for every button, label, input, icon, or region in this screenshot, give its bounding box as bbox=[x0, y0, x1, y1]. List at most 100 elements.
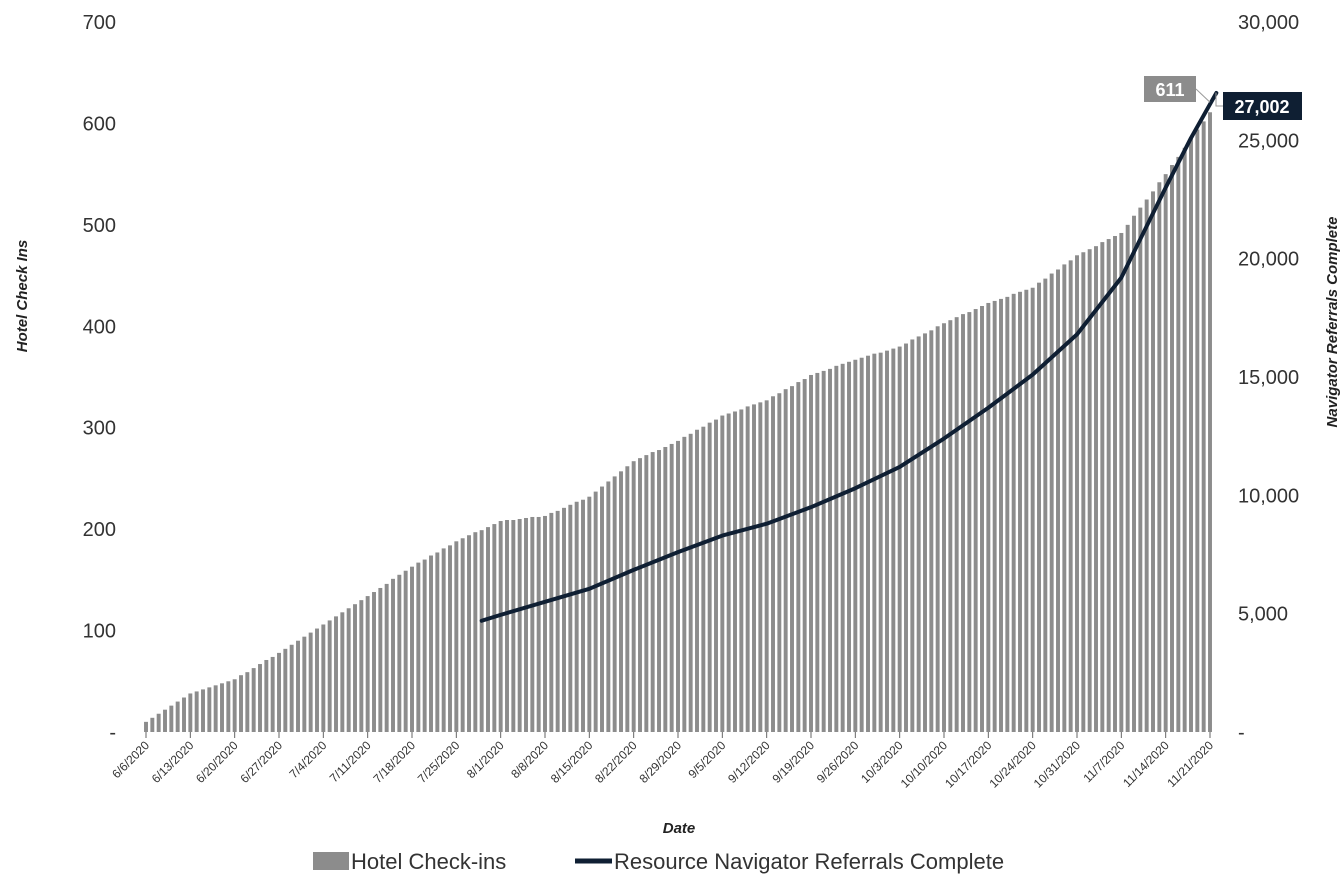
referrals-point bbox=[588, 588, 590, 590]
bar-check-ins bbox=[403, 570, 408, 732]
bar-check-ins bbox=[574, 501, 579, 732]
bar-check-ins bbox=[992, 300, 997, 732]
bar-check-ins bbox=[821, 370, 826, 732]
referrals-point bbox=[1190, 137, 1192, 139]
bar-check-ins bbox=[593, 491, 598, 732]
bar-check-ins bbox=[340, 612, 345, 732]
bar-check-ins bbox=[650, 452, 655, 732]
left-y-tick-label: 200 bbox=[83, 519, 116, 541]
bar-check-ins bbox=[796, 382, 801, 732]
x-tick-label: 8/15/2020 bbox=[548, 738, 596, 786]
bar-check-ins bbox=[144, 721, 148, 732]
x-tick-label: 9/12/2020 bbox=[725, 738, 773, 786]
bar-check-ins bbox=[201, 689, 205, 732]
bar-check-ins bbox=[213, 685, 218, 732]
right-y-tick-label: 15,000 bbox=[1238, 367, 1299, 389]
bar-check-ins bbox=[486, 527, 490, 732]
bar-check-ins bbox=[1182, 147, 1187, 732]
bar-check-ins bbox=[726, 413, 731, 732]
bar-check-ins bbox=[1037, 282, 1041, 732]
bar-check-ins bbox=[1201, 121, 1206, 732]
bar-check-ins bbox=[1049, 273, 1054, 732]
legend-label-check-ins: Hotel Check-ins bbox=[351, 849, 506, 874]
bar-check-ins bbox=[916, 336, 921, 732]
x-tick-label: 9/19/2020 bbox=[769, 738, 817, 786]
referrals-point bbox=[500, 614, 502, 616]
left-y-tick-label: 600 bbox=[83, 113, 116, 135]
bar-check-ins bbox=[1113, 236, 1117, 732]
bar-check-ins bbox=[346, 608, 351, 732]
referrals-callout-label: 27,002 bbox=[1234, 97, 1289, 117]
bar-check-ins bbox=[942, 323, 946, 732]
bar-check-ins bbox=[245, 672, 250, 732]
referrals-point bbox=[943, 438, 945, 440]
bar-check-ins bbox=[1132, 215, 1136, 733]
right-y-tick-label: 10,000 bbox=[1238, 485, 1299, 507]
bar-check-ins bbox=[771, 396, 775, 732]
right-y-axis-title: Navigator Referrals Complete bbox=[1324, 217, 1341, 428]
bar-check-ins bbox=[1056, 269, 1060, 732]
left-y-tick-label: 400 bbox=[83, 316, 116, 338]
bar-check-ins bbox=[834, 365, 839, 732]
bar-check-ins bbox=[1005, 296, 1010, 732]
bar-check-ins bbox=[498, 521, 503, 732]
bar-check-ins bbox=[606, 481, 611, 732]
bar-check-ins bbox=[587, 496, 592, 732]
left-y-tick-label: 100 bbox=[83, 621, 116, 643]
bar-check-ins bbox=[277, 652, 281, 732]
bar-check-ins bbox=[150, 717, 155, 732]
x-tick-label: 7/11/2020 bbox=[327, 738, 374, 785]
left-y-tick-label: - bbox=[109, 722, 116, 744]
bar-check-ins bbox=[1151, 191, 1155, 732]
left-y-tick-label: 700 bbox=[83, 12, 116, 34]
bar-check-ins bbox=[1106, 239, 1111, 732]
right-y-tick-label: 5,000 bbox=[1238, 604, 1288, 626]
bar-check-ins bbox=[638, 458, 642, 732]
bar-check-ins bbox=[973, 309, 978, 732]
bar-check-ins bbox=[695, 429, 699, 732]
bar-check-ins bbox=[555, 510, 560, 732]
bar-check-ins bbox=[891, 348, 896, 732]
bar-check-ins bbox=[631, 461, 636, 732]
check-ins-callout-label: 611 bbox=[1155, 80, 1184, 100]
bar-check-ins bbox=[878, 352, 883, 732]
x-tick-label: 10/31/2020 bbox=[1031, 738, 1084, 791]
bar-check-ins bbox=[745, 406, 750, 732]
bar-check-ins bbox=[429, 555, 433, 732]
bar-check-ins bbox=[682, 436, 687, 732]
bar-check-ins bbox=[885, 350, 889, 732]
bar-check-ins bbox=[232, 679, 237, 732]
bar-check-ins bbox=[1157, 182, 1162, 732]
x-tick-label: 9/26/2020 bbox=[814, 738, 862, 786]
bar-check-ins bbox=[359, 600, 364, 732]
x-tick-label: 10/17/2020 bbox=[942, 738, 995, 791]
bar-check-ins bbox=[1163, 174, 1168, 732]
x-tick-label: 6/20/2020 bbox=[193, 738, 241, 786]
bar-check-ins bbox=[505, 520, 509, 732]
x-tick-label: 7/25/2020 bbox=[415, 738, 463, 786]
bar-check-ins bbox=[175, 701, 180, 732]
referrals-callout-box bbox=[1223, 92, 1302, 120]
bar-check-ins bbox=[251, 668, 256, 732]
bar-check-ins bbox=[961, 314, 965, 732]
check-ins-callout-box bbox=[1144, 76, 1196, 102]
x-tick-label: 11/21/2020 bbox=[1164, 738, 1216, 790]
bar-check-ins bbox=[378, 587, 383, 732]
bars-layer bbox=[144, 112, 1212, 733]
bar-check-ins bbox=[435, 552, 440, 732]
bar-check-ins bbox=[733, 411, 737, 732]
bar-check-ins bbox=[511, 520, 516, 732]
bar-check-ins bbox=[239, 675, 243, 732]
bar-check-ins bbox=[847, 361, 851, 732]
bar-check-ins bbox=[657, 450, 661, 732]
x-tick-label: 8/1/2020 bbox=[464, 738, 507, 781]
bar-check-ins bbox=[935, 326, 940, 732]
bar-check-ins bbox=[764, 400, 769, 732]
bar-check-ins bbox=[517, 519, 522, 732]
bar-check-ins bbox=[169, 705, 174, 732]
bar-check-ins bbox=[422, 559, 427, 732]
bar-check-ins bbox=[669, 443, 674, 732]
bar-check-ins bbox=[264, 659, 269, 732]
